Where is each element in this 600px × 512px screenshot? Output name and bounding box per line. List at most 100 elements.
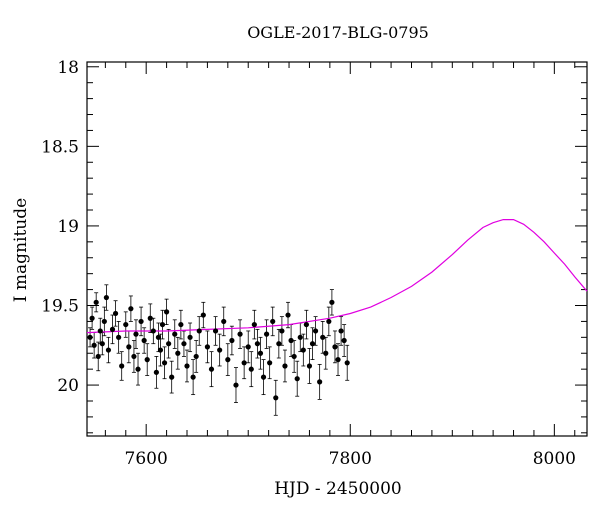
data-point [150, 328, 156, 334]
data-point [178, 321, 184, 328]
data-point [221, 318, 227, 325]
y-axis-ticks [87, 66, 587, 434]
model-curve [86, 219, 588, 334]
data-point [131, 353, 137, 360]
data-point [103, 294, 109, 301]
data-point [237, 331, 243, 337]
data-point [112, 310, 119, 317]
data-point [155, 334, 162, 340]
data-point [109, 326, 116, 332]
data-point [157, 347, 164, 353]
data-point [161, 360, 168, 366]
y-tick-label: 20 [57, 376, 79, 396]
data-point [123, 321, 129, 328]
plot-frame [86, 61, 588, 437]
data-point [297, 334, 303, 340]
data-point [260, 374, 267, 380]
data-point [105, 347, 112, 353]
data-point [257, 350, 264, 356]
y-tick-label: 19.5 [41, 296, 79, 316]
data-point [138, 318, 144, 325]
data-point [187, 334, 193, 340]
data-point [95, 353, 101, 360]
data-point [181, 341, 187, 347]
data-point [288, 337, 294, 344]
data-point [93, 299, 99, 305]
data-point [212, 328, 219, 334]
x-tick-labels: 7600 7800 8000 [125, 449, 576, 469]
data-point [193, 353, 199, 360]
chart-title: OGLE-2017-BLG-0795 [247, 23, 429, 42]
y-tick-label: 18.5 [41, 137, 79, 157]
data-point [285, 312, 291, 318]
data-point [270, 318, 276, 325]
data-point [89, 315, 95, 321]
data-point [144, 357, 150, 363]
data-point [91, 342, 97, 348]
data-point [282, 363, 288, 369]
x-axis-ticks [104, 62, 576, 436]
data-point [273, 395, 279, 401]
x-tick-label: 8000 [533, 449, 576, 469]
y-tick-labels: 18 18.5 19 19.5 20 [41, 58, 79, 396]
data-point [147, 315, 153, 321]
x-tick-label: 7600 [125, 449, 168, 469]
data-point [300, 347, 306, 353]
data-point [133, 331, 139, 337]
data-point [306, 363, 313, 369]
data-point [163, 309, 170, 315]
data-points [87, 294, 350, 401]
data-point [332, 344, 338, 350]
data-point [254, 341, 261, 347]
data-point [184, 363, 190, 369]
data-point [128, 306, 134, 312]
y-axis-label: I magnitude [11, 198, 31, 302]
data-point [329, 299, 335, 305]
data-point [317, 379, 323, 385]
x-tick-label: 7800 [329, 449, 372, 469]
data-point [217, 347, 223, 353]
data-point [141, 337, 147, 344]
data-point [196, 328, 202, 334]
data-point [99, 341, 105, 347]
data-point [291, 353, 297, 360]
data-point [229, 337, 235, 344]
data-point [169, 374, 175, 380]
data-point [303, 321, 309, 328]
data-point [135, 366, 141, 372]
data-point [309, 341, 316, 347]
data-point [338, 328, 344, 334]
data-point [294, 376, 300, 382]
data-point [341, 337, 347, 344]
data-point [251, 321, 257, 328]
data-point [175, 350, 181, 356]
data-point [276, 341, 282, 347]
data-point [320, 334, 326, 340]
data-point [190, 374, 196, 380]
data-point [204, 344, 211, 350]
data-point [126, 344, 132, 350]
plot-area [86, 61, 588, 437]
data-point [97, 328, 103, 334]
data-point [344, 360, 350, 366]
data-point [172, 331, 178, 337]
y-tick-label: 18 [57, 58, 79, 78]
data-point [225, 357, 231, 363]
data-point [159, 321, 166, 328]
data-point [267, 360, 273, 366]
data-point [323, 350, 329, 356]
data-point [233, 382, 239, 388]
data-point [153, 369, 159, 375]
data-point [279, 328, 285, 334]
data-point [312, 328, 319, 334]
data-point [166, 341, 172, 347]
data-point [87, 334, 93, 340]
data-point [116, 334, 122, 340]
data-point [119, 363, 125, 369]
x-axis-label: HJD - 2450000 [274, 479, 402, 499]
y-tick-label: 19 [57, 217, 79, 237]
data-point [248, 366, 254, 372]
data-point [101, 318, 107, 325]
data-point [200, 312, 206, 318]
